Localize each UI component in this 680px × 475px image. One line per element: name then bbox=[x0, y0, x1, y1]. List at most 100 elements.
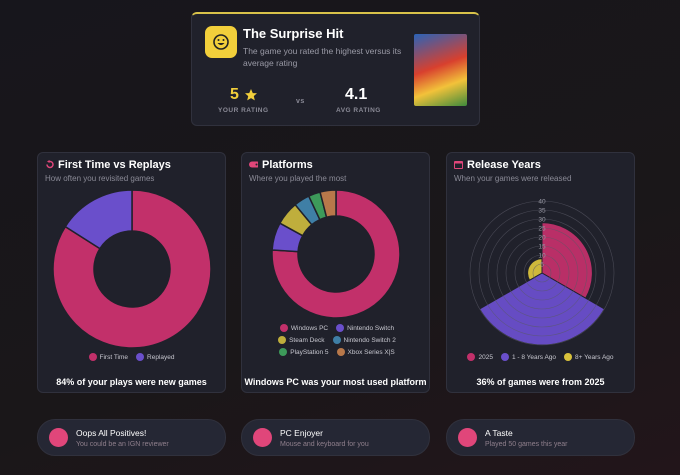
caption: 36% of games were from 2025 bbox=[476, 377, 605, 387]
grid-ring bbox=[523, 254, 561, 292]
panel-subtitle: How often you revisited games bbox=[45, 174, 155, 183]
badge-subtitle: Played 50 games this year bbox=[485, 441, 568, 448]
legend-label: 8+ Years Ago bbox=[575, 353, 614, 361]
game-cover bbox=[414, 34, 467, 106]
panel-subtitle: When your games were released bbox=[454, 174, 572, 183]
slice bbox=[271, 189, 401, 319]
badge-icon bbox=[49, 428, 68, 447]
legend-item[interactable]: 8+ Years Ago bbox=[564, 353, 614, 361]
legend-swatch bbox=[500, 353, 509, 361]
legend-swatch bbox=[336, 348, 345, 356]
legend-swatch bbox=[332, 336, 341, 344]
legend-label: 1 - 8 Years Ago bbox=[511, 353, 557, 361]
tick-label: 30 bbox=[538, 217, 546, 224]
tick-label: 40 bbox=[538, 199, 546, 206]
tick-label: 10 bbox=[538, 253, 546, 260]
badge-title: PC Enjoyer bbox=[280, 428, 323, 438]
replay-icon bbox=[46, 160, 54, 169]
tick-label: 35 bbox=[538, 208, 546, 215]
smiley-icon bbox=[205, 26, 237, 58]
legend-item[interactable]: First Time bbox=[88, 353, 129, 361]
badge: A Taste Played 50 games this year bbox=[446, 419, 635, 456]
legend: 2025 1 - 8 Years Ago 8+ Years Ago bbox=[447, 353, 634, 361]
panel-title: Platforms bbox=[262, 159, 313, 171]
legend-label: Xbox Series X|S bbox=[347, 348, 395, 356]
panel-title: First Time vs Replays bbox=[58, 159, 171, 171]
your-rating-label: YOUR RATING bbox=[218, 107, 269, 114]
badge: PC Enjoyer Mouse and keyboard for you bbox=[241, 419, 430, 456]
highlight-title: The Surprise Hit bbox=[243, 26, 344, 41]
tick-label: 20 bbox=[538, 235, 546, 242]
badge-subtitle: Mouse and keyboard for you bbox=[280, 441, 369, 448]
avg-rating: 4.1 bbox=[345, 86, 368, 103]
legend-swatch bbox=[336, 324, 345, 332]
legend-label: PlayStation 5 bbox=[290, 348, 329, 356]
legend-swatch bbox=[564, 353, 573, 361]
legend-swatch bbox=[279, 348, 288, 356]
legend-item[interactable]: Steam Deck bbox=[278, 336, 325, 344]
legend-item[interactable]: PlayStation 5 bbox=[279, 348, 329, 356]
legend-label: 2025 bbox=[478, 353, 493, 361]
badge-icon bbox=[253, 428, 272, 447]
legend-item[interactable]: Replayed bbox=[136, 353, 175, 361]
legend: Windows PC Nintendo Switch Steam Deck Ninte… bbox=[267, 324, 407, 356]
legend-item[interactable]: 1 - 8 Years Ago bbox=[500, 353, 557, 361]
chart-panel: Platforms Where you played the most Wind… bbox=[241, 152, 430, 393]
legend-item[interactable]: Windows PC bbox=[279, 324, 329, 332]
grid-ring bbox=[478, 209, 606, 337]
slice bbox=[319, 189, 337, 219]
legend-item[interactable]: Nintendo Switch 2 bbox=[332, 336, 396, 344]
caption: Windows PC was your most used platform bbox=[244, 377, 427, 387]
legend-swatch bbox=[88, 353, 97, 361]
avg-rating-label: AVG RATING bbox=[336, 107, 381, 114]
legend-swatch bbox=[136, 353, 145, 361]
panel-subtitle: Where you played the most bbox=[249, 174, 347, 183]
highlight-description: The game you rated the highest versus it… bbox=[243, 46, 402, 68]
badge-icon bbox=[458, 428, 477, 447]
badge-title: Oops All Positives! bbox=[76, 428, 147, 438]
grid-ring bbox=[469, 200, 615, 346]
legend-label: First Time bbox=[99, 353, 129, 361]
tick-label: 15 bbox=[538, 244, 546, 251]
chart-panel: First Time vs Replays How often you revi… bbox=[37, 152, 226, 393]
grid-ring bbox=[505, 236, 579, 310]
chart bbox=[271, 189, 401, 319]
badge-subtitle: You could be an IGN reviewer bbox=[76, 441, 169, 448]
legend-swatch bbox=[467, 353, 476, 361]
grid-ring bbox=[514, 245, 570, 301]
chart: 5 10 15 20 25 30 35 40 bbox=[469, 199, 615, 346]
tick-label: 5 bbox=[540, 262, 544, 269]
panel-title: Release Years bbox=[467, 159, 541, 171]
legend-label: Nintendo Switch bbox=[347, 324, 395, 332]
calendar-icon bbox=[454, 161, 463, 169]
your-rating: 5 bbox=[230, 86, 239, 103]
legend-label: Nintendo Switch 2 bbox=[343, 336, 396, 344]
legend: First Time Replayed bbox=[38, 353, 225, 361]
grid-ring bbox=[496, 227, 588, 319]
badge: Oops All Positives! You could be an IGN … bbox=[37, 419, 226, 456]
slice bbox=[52, 189, 212, 349]
legend-label: Steam Deck bbox=[289, 336, 325, 344]
legend-item[interactable]: Nintendo Switch bbox=[336, 324, 394, 332]
sector bbox=[527, 258, 543, 281]
sector bbox=[541, 222, 593, 299]
grid-ring bbox=[487, 218, 597, 328]
legend-label: Replayed bbox=[147, 353, 175, 361]
versus: vs bbox=[296, 98, 305, 105]
legend-swatch bbox=[279, 324, 288, 332]
gamepad-icon bbox=[249, 161, 258, 168]
slice bbox=[64, 189, 133, 250]
caption: 84% of your plays were new games bbox=[56, 377, 207, 387]
legend-item[interactable]: Xbox Series X|S bbox=[336, 348, 395, 356]
star-icon bbox=[245, 89, 257, 101]
legend-swatch bbox=[278, 336, 287, 344]
grid-ring bbox=[532, 263, 552, 283]
tick-label: 25 bbox=[538, 226, 546, 233]
smiley bbox=[213, 34, 229, 50]
badge-title: A Taste bbox=[485, 428, 513, 438]
chart-panel: Release Years When your games were relea… bbox=[446, 152, 635, 393]
legend-item[interactable]: 2025 bbox=[467, 353, 493, 361]
chart bbox=[52, 189, 212, 349]
legend-label: Windows PC bbox=[290, 324, 329, 332]
